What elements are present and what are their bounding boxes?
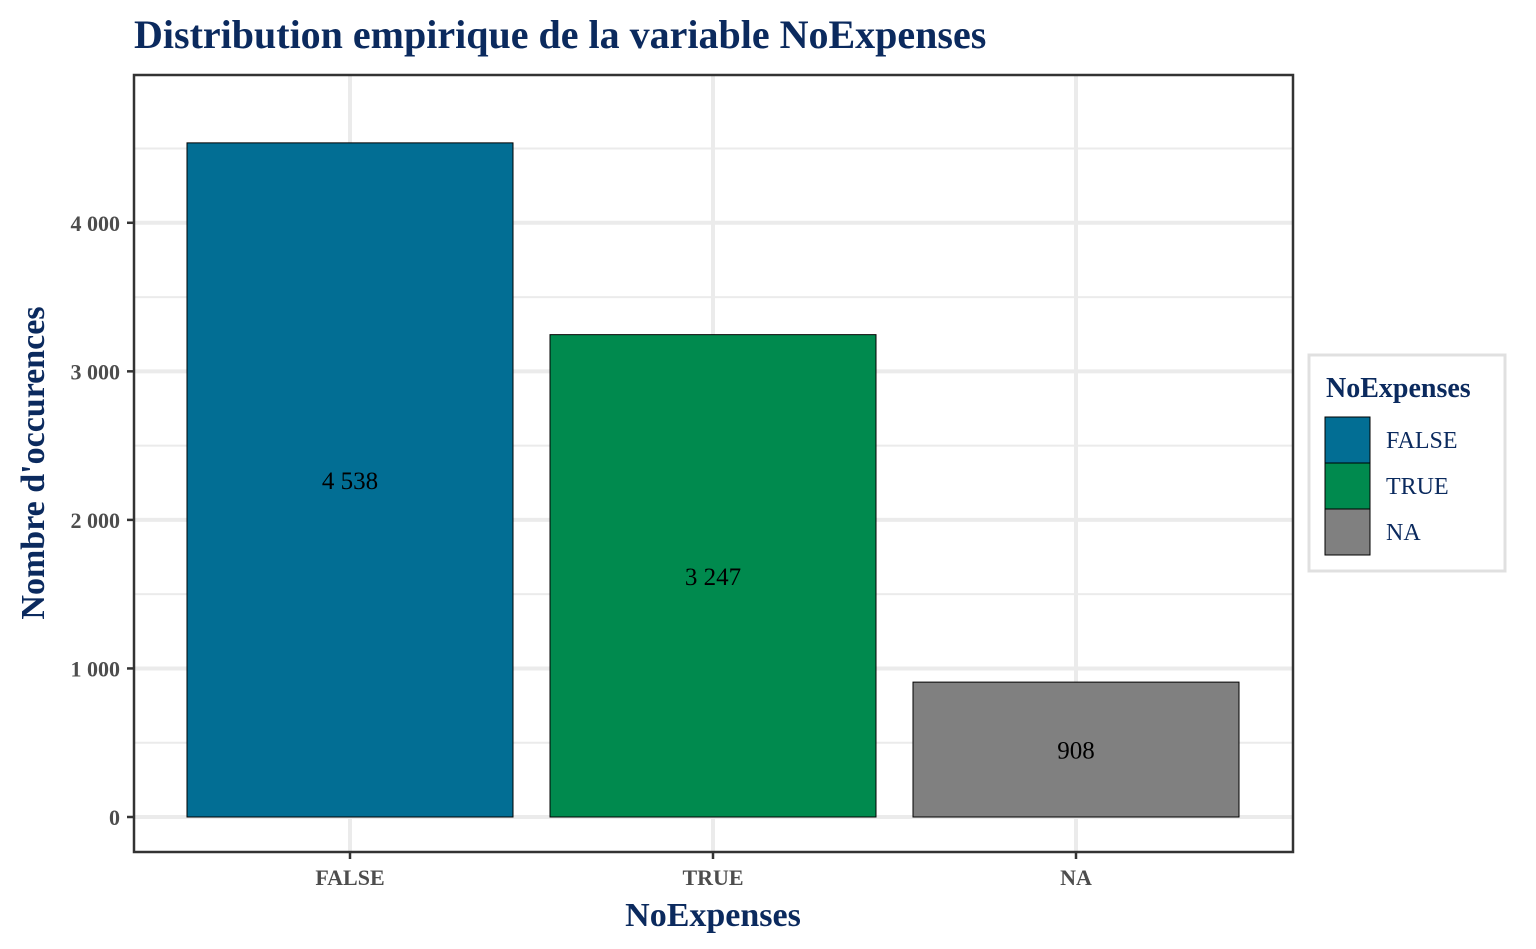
y-tick-label: 1 000 — [71, 656, 121, 681]
legend-label: NA — [1386, 520, 1421, 546]
legend-label: FALSE — [1386, 428, 1458, 454]
bar-value-label: 908 — [1057, 738, 1095, 765]
x-axis-title: NoExpenses — [625, 897, 801, 934]
y-tick-label: 4 000 — [71, 211, 121, 236]
bar-na — [912, 681, 1240, 818]
x-tick-label: NA — [1060, 865, 1092, 890]
legend-key-na — [1324, 508, 1371, 556]
bar-false — [186, 142, 514, 818]
legend-label: TRUE — [1386, 474, 1449, 500]
bars: 4 538 3 247 908 — [186, 142, 1240, 818]
legend: NoExpenses FALSE TRUE NA — [1307, 353, 1507, 573]
chart-title: Distribution empirique de la variable No… — [134, 12, 986, 57]
bar-value-label: 3 247 — [685, 564, 741, 591]
legend-key-false — [1324, 416, 1371, 464]
y-tick-label: 0 — [109, 805, 120, 830]
axes: 0 1 000 2 000 3 000 4 000 FALSE TRUE NA — [71, 211, 1092, 890]
legend-key-true — [1324, 462, 1371, 510]
x-tick-label: TRUE — [682, 865, 743, 890]
bar-value-label: 4 538 — [322, 468, 378, 495]
legend-title: NoExpenses — [1326, 373, 1471, 404]
x-tick-label: FALSE — [315, 865, 384, 890]
y-axis-title: Nombre d'occurences — [15, 306, 52, 619]
y-tick-label: 2 000 — [71, 508, 121, 533]
bar-true — [549, 334, 877, 818]
legend-items: FALSE TRUE NA — [1324, 416, 1458, 556]
y-tick-label: 3 000 — [71, 359, 121, 384]
